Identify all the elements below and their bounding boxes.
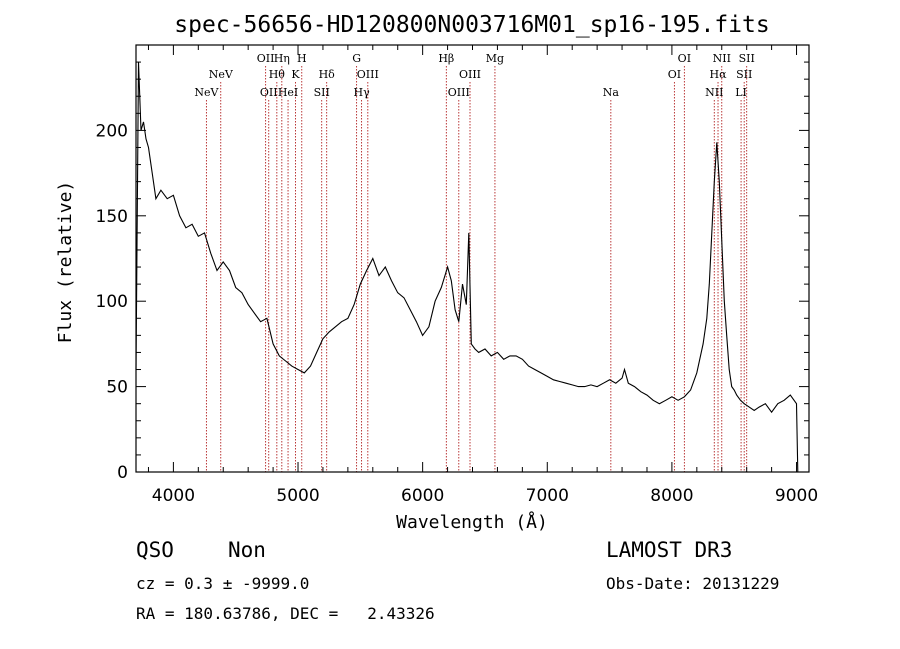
line-marker-label-17: Mg (486, 52, 504, 65)
y-tick-label-0: 0 (117, 463, 128, 483)
x-tick-label-9000: 9000 (775, 486, 818, 506)
redshift-cz: cz = 0.3 ± -9999.0 (136, 574, 310, 593)
line-marker-label-2: OII (257, 52, 275, 65)
line-marker-label-23: NII (713, 52, 731, 65)
line-marker-label-14: Hβ (438, 52, 454, 65)
emission-line-markers (205, 66, 748, 472)
object-class: QSO (136, 538, 174, 562)
y-tick-label-50: 50 (106, 378, 128, 398)
line-marker-label-9: SII (314, 86, 330, 99)
x-axis-label: Wavelength (Å) (396, 511, 548, 533)
line-marker-label-11: G (352, 52, 361, 65)
line-marker-label-7: K (291, 68, 300, 81)
emission-line-labels: NeV NeV OII OII Hθ Hη HeI KH SII Hδ G Hγ OIII Hβ OIII O… (194, 52, 754, 99)
y-axis-ticks: 0 50 100 150 200 (96, 61, 809, 483)
y-tick-label-200: 200 (96, 121, 128, 141)
line-marker-label-3: OII (260, 86, 278, 99)
coordinates-ra-dec: RA = 180.63786, DEC = 2.43326 (136, 604, 435, 623)
line-marker-label-22: Hα (710, 68, 728, 81)
line-marker-label-6: HeI (278, 86, 298, 99)
plot-frame (135, 44, 810, 473)
x-tick-label-6000: 6000 (401, 486, 444, 506)
line-marker-label-18: Na (603, 86, 620, 99)
line-marker-label-24: LI (735, 86, 747, 99)
x-tick-label-5000: 5000 (276, 486, 319, 506)
line-marker-label-19: OI (668, 68, 681, 81)
x-tick-label-7000: 7000 (526, 486, 569, 506)
line-marker-label-4: Hθ (269, 68, 286, 81)
line-marker-label-26: SII (739, 52, 755, 65)
survey-name: LAMOST DR3 (606, 538, 733, 562)
line-marker-label-0: NeV (194, 86, 219, 99)
line-marker-label-8: H (297, 52, 307, 65)
x-tick-label-4000: 4000 (152, 486, 195, 506)
line-marker-label-13: OIII (357, 68, 379, 81)
object-subclass: Non (228, 538, 266, 562)
line-marker-label-12: Hγ (353, 86, 370, 99)
y-tick-label-100: 100 (96, 292, 128, 312)
y-axis-label: Flux (relative) (55, 181, 76, 344)
line-marker-label-16: OIII (459, 68, 481, 81)
line-marker-label-10: Hδ (319, 68, 336, 81)
chart-title: spec-56656-HD120800N003716M01_sp16-195.f… (174, 12, 769, 38)
line-marker-label-1: NeV (209, 68, 234, 81)
spectrum-line (135, 62, 799, 473)
line-marker-label-25: SII (736, 68, 752, 81)
line-marker-label-20: OI (678, 52, 691, 65)
line-marker-label-21: NII (705, 86, 723, 99)
x-tick-label-8000: 8000 (650, 486, 693, 506)
line-marker-label-5: Hη (274, 52, 290, 65)
x-axis-ticks: 4000 5000 6000 7000 8000 9000 (147, 45, 818, 506)
observation-date: Obs-Date: 20131229 (606, 574, 780, 593)
line-marker-label-15: OIII (448, 86, 470, 99)
y-tick-label-150: 150 (96, 207, 128, 227)
